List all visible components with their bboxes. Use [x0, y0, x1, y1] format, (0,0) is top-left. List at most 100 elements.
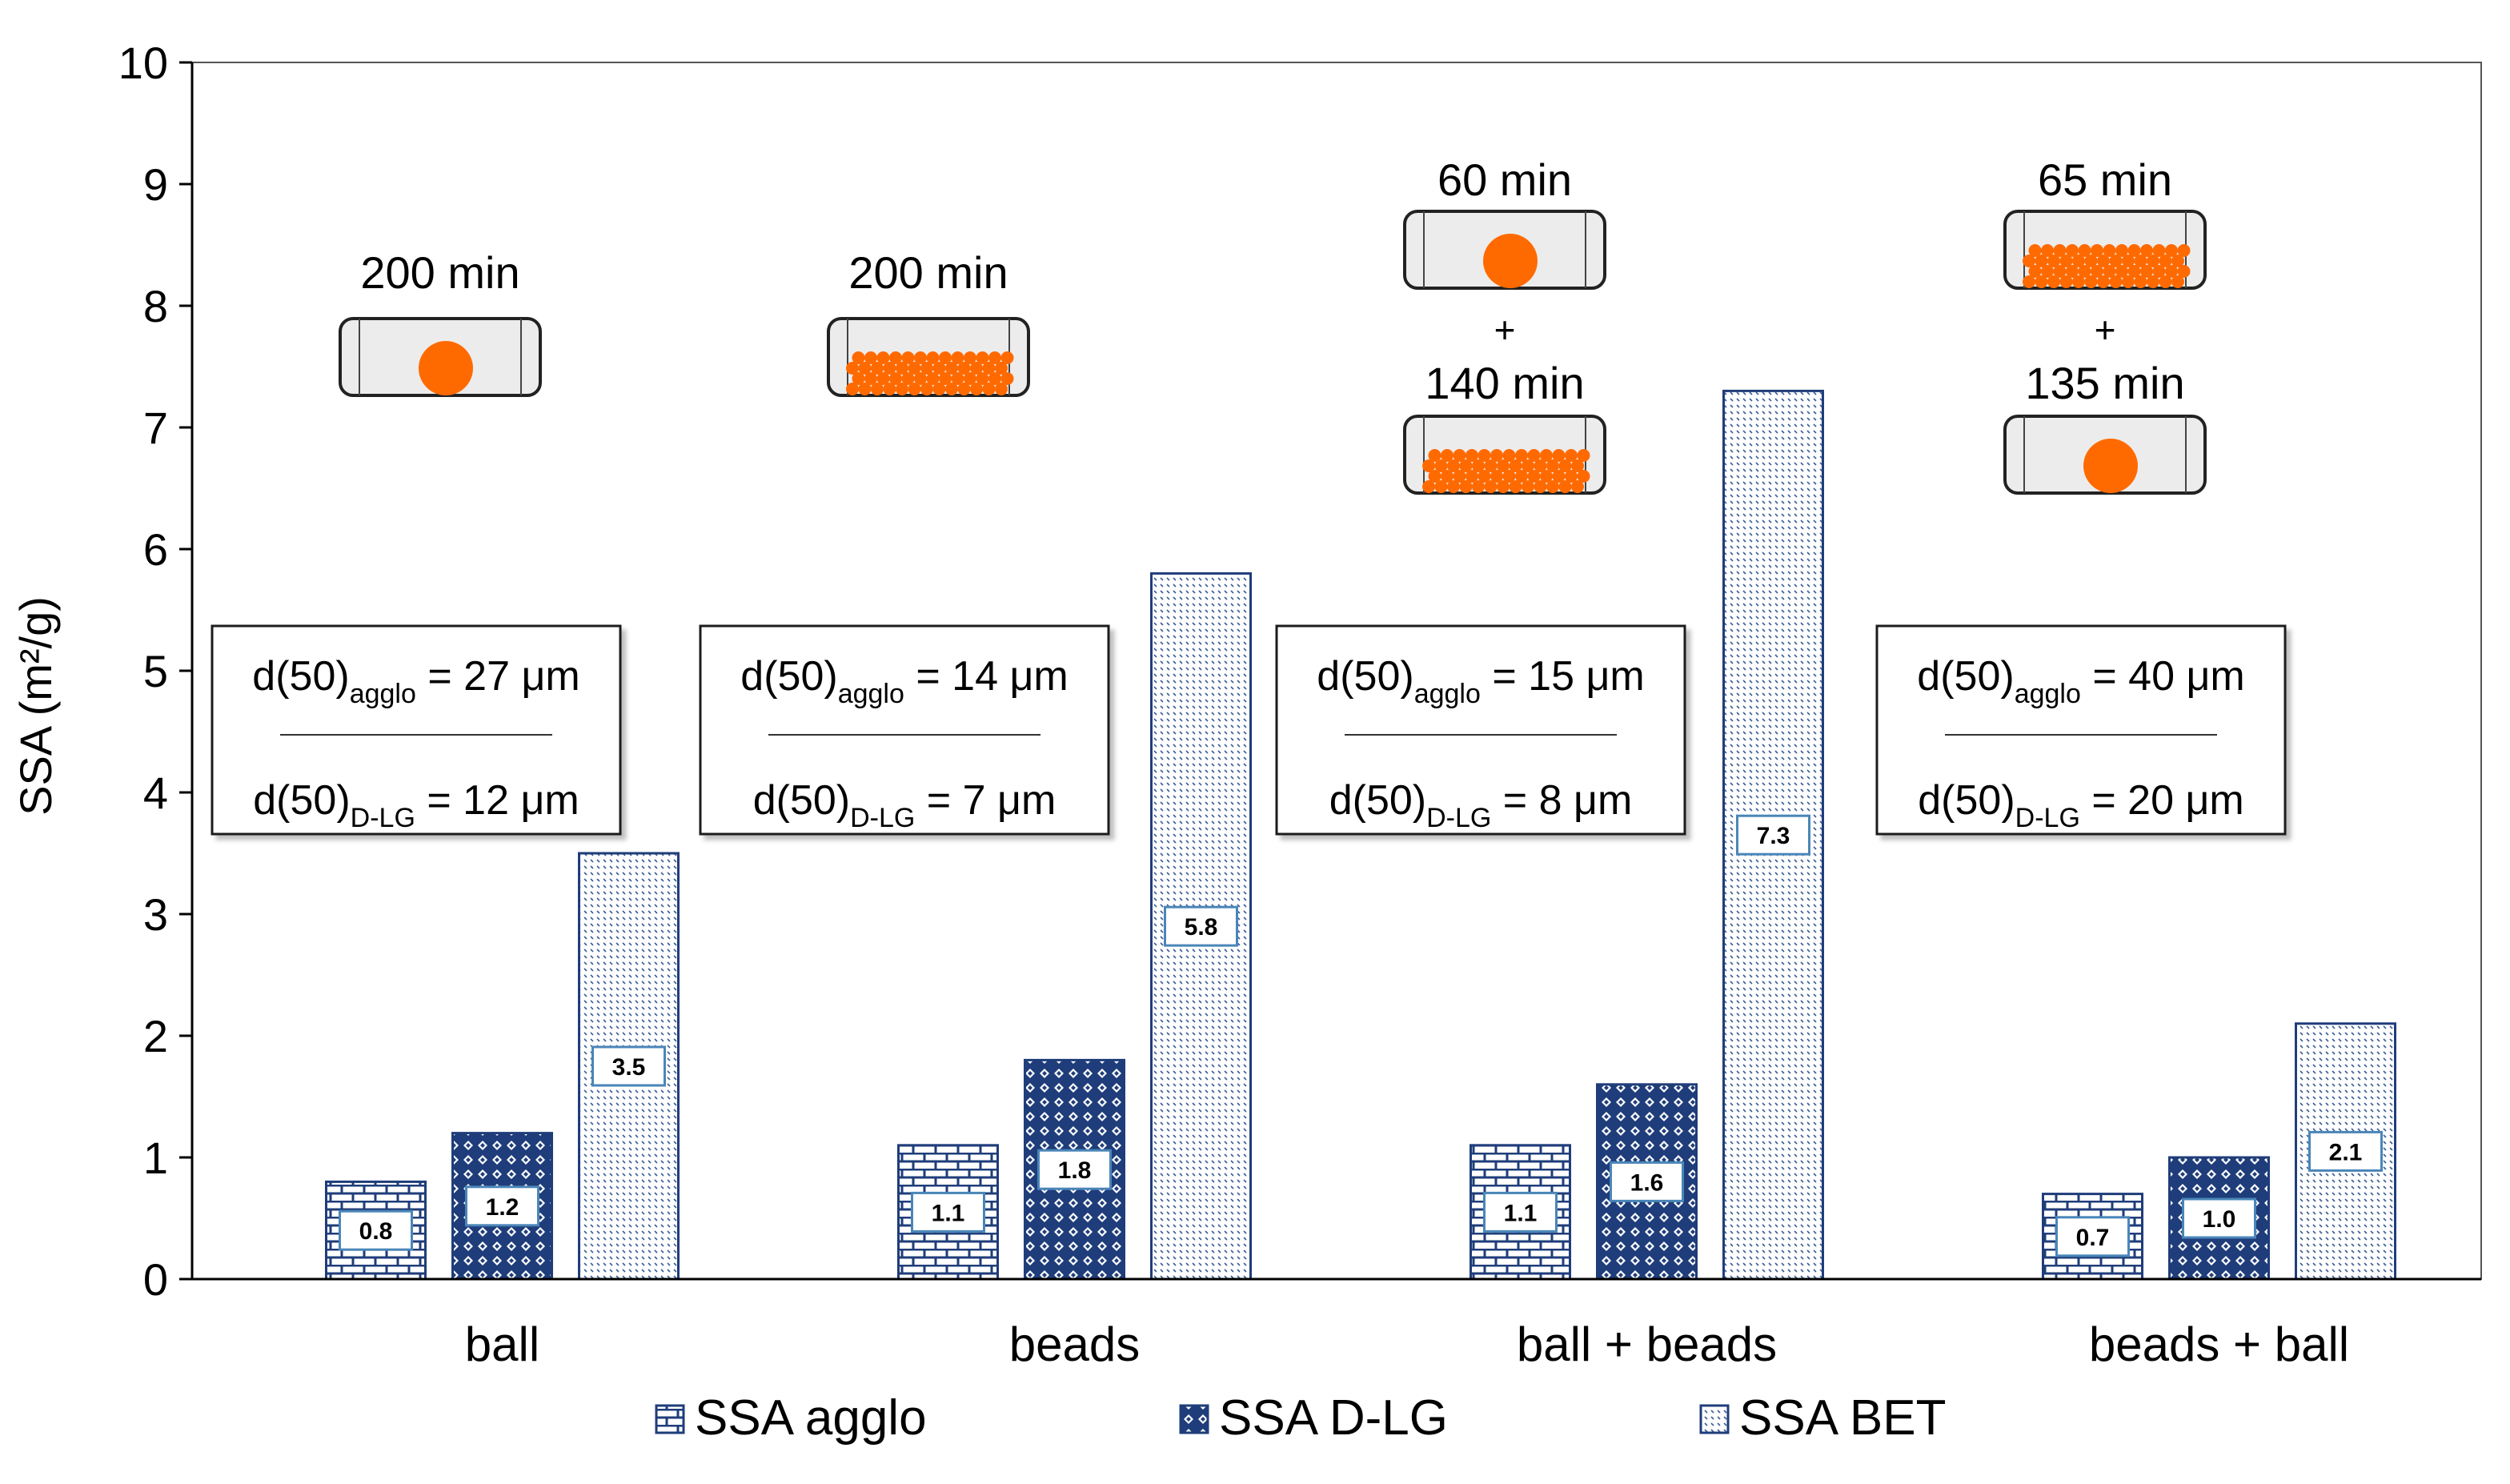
bead	[2035, 275, 2048, 288]
bead	[852, 372, 865, 385]
bead	[970, 362, 983, 375]
d50-prefix: d(50)	[252, 653, 349, 700]
bead	[2171, 275, 2184, 288]
bead	[1453, 470, 1466, 483]
bead	[1000, 351, 1014, 364]
bead	[2028, 265, 2042, 278]
bead	[2165, 265, 2178, 278]
bead	[2109, 275, 2123, 288]
bead	[2041, 265, 2054, 278]
bead	[2053, 265, 2067, 278]
d50-box	[1875, 624, 2287, 836]
ball-media-icon	[1483, 234, 1538, 288]
d50-dlg-label: d(50)D-LG = 8 μm	[1329, 777, 1633, 833]
bead	[1571, 480, 1584, 493]
bead	[2103, 265, 2116, 278]
bead	[939, 372, 952, 385]
bead	[2115, 265, 2128, 278]
milling-duration-label: 60 min	[1437, 154, 1572, 205]
bead	[932, 383, 946, 395]
milling-duration-label: 200 min	[360, 247, 519, 298]
y-tick-label: 0	[143, 1254, 168, 1305]
d50-dlg-label: d(50)D-LG = 7 μm	[753, 777, 1057, 833]
bead	[896, 362, 908, 375]
d50-subscript: D-LG	[850, 803, 915, 833]
d50-value: = 20 μm	[2080, 777, 2244, 824]
d50-box	[211, 624, 622, 836]
bead	[982, 362, 996, 375]
legend-label: SSA agglo	[695, 1390, 927, 1446]
bead	[2078, 244, 2091, 257]
bead	[964, 372, 976, 385]
bead	[2066, 244, 2079, 257]
bead	[2165, 244, 2178, 257]
bead	[1472, 459, 1485, 472]
bead	[1552, 470, 1566, 483]
y-tick-label: 10	[118, 38, 168, 88]
bar-value-label: 1.1	[1504, 1200, 1538, 1226]
bead	[2097, 275, 2110, 288]
bead	[1422, 480, 1435, 493]
bead	[2122, 275, 2135, 288]
beads-media-icon	[2023, 244, 2191, 288]
bead	[2072, 255, 2085, 267]
bar-value-label: 1.0	[2203, 1206, 2236, 1233]
bar-value-box	[1736, 814, 1810, 856]
d50-subscript: agglo	[1414, 679, 1481, 709]
bead	[1490, 470, 1503, 483]
x-tick-label: beads	[1009, 1318, 1140, 1371]
bar-value-label: 1.1	[932, 1200, 965, 1226]
mill-drum-beads-icon	[827, 317, 1030, 397]
d50-prefix: d(50)	[1918, 777, 2015, 824]
bead	[896, 383, 908, 395]
mill-drum-ball-icon	[339, 317, 542, 397]
bead	[1484, 459, 1498, 472]
bar-value-box	[2182, 1197, 2256, 1239]
bead	[1490, 449, 1503, 462]
bead	[2078, 265, 2091, 278]
bead	[1497, 480, 1510, 493]
bead	[864, 351, 877, 364]
bead	[1522, 459, 1534, 472]
d50-agglo-label: d(50)agglo = 14 μm	[740, 653, 1068, 709]
milling-duration-label: 140 min	[1425, 358, 1584, 408]
bead	[1453, 449, 1466, 462]
bead	[1577, 470, 1590, 483]
bead	[871, 362, 884, 375]
bead	[1546, 459, 1559, 472]
bead	[1472, 480, 1485, 493]
bar-value-label: 5.8	[1185, 914, 1218, 941]
d50-dlg-label: d(50)D-LG = 12 μm	[253, 777, 579, 833]
d50-agglo-label: d(50)agglo = 15 μm	[1317, 653, 1644, 709]
y-tick-label: 9	[143, 159, 168, 210]
y-tick-label: 4	[143, 768, 168, 818]
bar-value-box	[911, 1191, 985, 1233]
y-tick-label: 7	[143, 403, 168, 453]
plus-sign-label: +	[1494, 309, 1516, 351]
bar-value-label: 7.3	[1757, 823, 1790, 849]
legend-label: SSA D-LG	[1219, 1390, 1448, 1446]
y-tick-label: 3	[143, 889, 168, 940]
bead	[957, 362, 971, 375]
bead	[2177, 265, 2191, 278]
bead	[1478, 449, 1491, 462]
bead	[846, 362, 859, 375]
bead	[1441, 470, 1453, 483]
bead	[939, 351, 952, 364]
bead	[982, 383, 996, 395]
bead	[1434, 480, 1448, 493]
bar-value-label: 3.5	[612, 1054, 646, 1081]
bead	[970, 383, 983, 395]
bead	[1527, 470, 1541, 483]
bead	[908, 383, 921, 395]
bead	[1434, 459, 1448, 472]
x-tick-label: ball	[465, 1318, 539, 1371]
bead	[1466, 449, 1478, 462]
bead	[926, 372, 940, 385]
mill-drum-ball-icon	[2003, 415, 2207, 495]
mill-drum-ball-icon	[1403, 210, 1606, 290]
y-tick-label: 8	[143, 281, 168, 331]
bead	[1484, 480, 1498, 493]
bead	[2147, 255, 2159, 267]
